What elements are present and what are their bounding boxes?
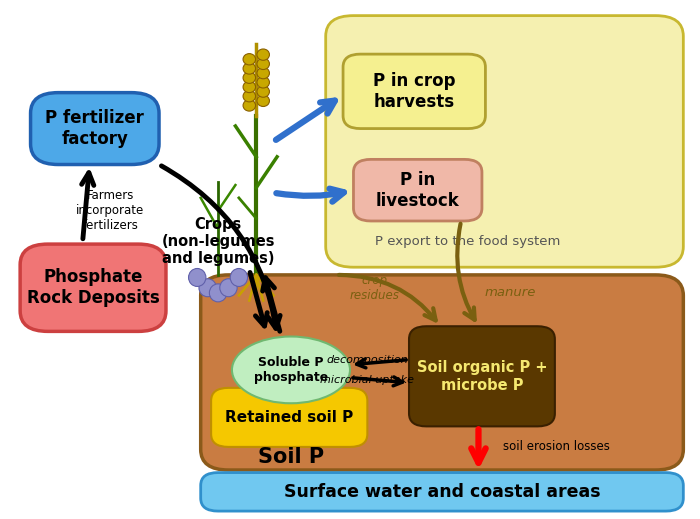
Ellipse shape: [257, 86, 270, 97]
FancyBboxPatch shape: [201, 275, 683, 470]
FancyBboxPatch shape: [31, 92, 159, 165]
Ellipse shape: [188, 268, 206, 286]
FancyBboxPatch shape: [343, 54, 485, 129]
Text: P export to the food system: P export to the food system: [375, 235, 561, 248]
Text: soil erosion losses: soil erosion losses: [503, 441, 610, 454]
Ellipse shape: [243, 72, 256, 84]
Ellipse shape: [220, 279, 237, 297]
Text: decomposition: decomposition: [326, 354, 408, 365]
Ellipse shape: [257, 67, 270, 79]
Ellipse shape: [243, 53, 256, 65]
Text: Surface water and coastal areas: Surface water and coastal areas: [284, 483, 601, 501]
Ellipse shape: [257, 58, 270, 70]
Text: Farmers
incorporate
fertilizers: Farmers incorporate fertilizers: [76, 189, 144, 232]
Ellipse shape: [232, 336, 350, 403]
Ellipse shape: [243, 100, 256, 111]
FancyBboxPatch shape: [211, 388, 368, 447]
Text: Soluble P
phosphate: Soluble P phosphate: [254, 356, 328, 384]
Ellipse shape: [257, 77, 270, 88]
Ellipse shape: [257, 49, 270, 60]
Text: P fertilizer
factory: P fertilizer factory: [46, 109, 144, 148]
Ellipse shape: [243, 81, 256, 92]
Ellipse shape: [199, 279, 216, 297]
Ellipse shape: [230, 268, 248, 286]
FancyBboxPatch shape: [326, 16, 683, 267]
FancyBboxPatch shape: [201, 473, 683, 511]
Text: manure: manure: [484, 286, 536, 299]
Text: Soil P: Soil P: [258, 447, 324, 467]
FancyBboxPatch shape: [409, 326, 555, 427]
Text: microbial uptake: microbial uptake: [321, 375, 414, 385]
FancyBboxPatch shape: [354, 159, 482, 221]
Text: Retained soil P: Retained soil P: [225, 410, 354, 425]
Ellipse shape: [243, 91, 256, 102]
Text: Crops
(non-legumes
and legumes): Crops (non-legumes and legumes): [161, 216, 275, 266]
Text: Soil organic P +
microbe P: Soil organic P + microbe P: [416, 360, 547, 392]
Ellipse shape: [243, 63, 256, 74]
Ellipse shape: [257, 95, 270, 106]
FancyBboxPatch shape: [20, 244, 166, 332]
Text: crop
residues: crop residues: [349, 274, 399, 302]
Text: Phosphate
Rock Deposits: Phosphate Rock Deposits: [27, 268, 160, 307]
Text: P in
livestock: P in livestock: [376, 171, 460, 210]
Ellipse shape: [209, 284, 227, 302]
Text: P in crop
harvests: P in crop harvests: [373, 72, 456, 111]
